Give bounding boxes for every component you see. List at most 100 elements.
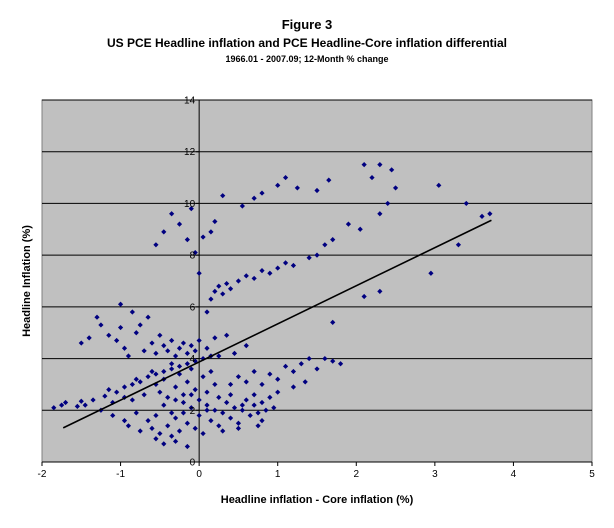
data-point xyxy=(153,436,159,442)
data-point xyxy=(184,361,190,367)
data-point xyxy=(436,182,442,188)
data-point xyxy=(208,296,214,302)
data-point xyxy=(133,330,139,336)
data-point xyxy=(314,187,320,194)
data-point xyxy=(208,368,214,375)
data-point xyxy=(78,398,84,404)
data-point xyxy=(243,379,249,385)
data-point xyxy=(145,314,151,320)
data-point xyxy=(377,162,383,168)
data-point xyxy=(86,335,92,341)
data-point xyxy=(243,343,249,349)
data-point xyxy=(145,374,151,380)
data-point xyxy=(212,288,218,294)
data-point xyxy=(204,345,210,351)
data-point xyxy=(389,167,395,173)
data-point xyxy=(322,355,328,362)
data-point xyxy=(184,350,190,356)
data-point xyxy=(282,174,289,181)
data-point xyxy=(361,293,367,300)
data-point xyxy=(306,355,312,362)
data-point xyxy=(267,394,273,400)
data-point xyxy=(224,332,230,338)
data-point xyxy=(188,206,194,212)
data-point xyxy=(110,412,116,419)
data-point xyxy=(259,399,265,406)
data-point xyxy=(455,242,462,248)
data-point xyxy=(337,361,344,367)
data-point xyxy=(239,402,245,408)
data-point xyxy=(161,441,167,447)
data-point xyxy=(227,415,234,421)
y-tick-label: 0 xyxy=(190,458,196,469)
data-point xyxy=(212,335,218,341)
data-point xyxy=(361,162,367,168)
data-point xyxy=(263,407,269,413)
data-point xyxy=(463,200,469,207)
x-tick-label: 5 xyxy=(589,469,595,480)
y-tick-label: 14 xyxy=(184,96,196,107)
data-point xyxy=(82,402,88,408)
data-point xyxy=(188,343,194,349)
x-tick-label: 1 xyxy=(275,469,281,480)
data-point xyxy=(153,242,159,248)
data-point xyxy=(377,211,383,217)
data-point xyxy=(172,384,179,390)
trend-line xyxy=(62,219,492,429)
data-point xyxy=(141,392,147,398)
data-point xyxy=(330,358,336,364)
data-point xyxy=(153,350,159,356)
data-point xyxy=(192,249,198,256)
data-point xyxy=(216,283,222,289)
data-point xyxy=(149,425,155,431)
data-point xyxy=(196,397,202,403)
data-point xyxy=(180,392,187,398)
x-tick-label: -1 xyxy=(116,469,125,480)
data-point xyxy=(251,195,257,201)
data-point xyxy=(176,221,183,227)
data-point xyxy=(212,381,218,388)
data-point xyxy=(208,229,214,235)
data-point xyxy=(169,433,175,439)
data-point xyxy=(200,374,206,380)
data-point xyxy=(243,397,249,403)
data-point xyxy=(251,368,257,375)
data-point xyxy=(188,366,194,372)
data-point xyxy=(184,443,190,450)
data-point xyxy=(157,430,163,437)
data-point xyxy=(114,337,120,344)
data-point xyxy=(282,363,289,369)
x-tick-labels: -2 -1 0 1 2 3 4 5 xyxy=(38,469,596,480)
data-point xyxy=(271,405,277,411)
data-point xyxy=(169,211,175,217)
data-point xyxy=(137,322,143,328)
data-point xyxy=(275,376,281,382)
data-point xyxy=(121,345,128,351)
data-point xyxy=(251,275,257,282)
data-point xyxy=(220,410,226,416)
data-point xyxy=(302,379,308,385)
data-point xyxy=(298,361,304,367)
data-point xyxy=(235,374,242,380)
data-point xyxy=(231,350,238,356)
data-point xyxy=(212,218,218,225)
data-point xyxy=(149,368,155,375)
data-point xyxy=(282,260,289,266)
data-point xyxy=(208,418,214,424)
data-point xyxy=(224,399,230,406)
data-point xyxy=(106,387,112,393)
data-point xyxy=(125,423,132,429)
data-point xyxy=(231,405,238,411)
data-point xyxy=(192,387,198,393)
data-point xyxy=(121,384,128,390)
chart-subtitle-range: 1966.01 - 2007.09; 12-Month % change xyxy=(225,54,389,64)
data-point xyxy=(117,324,124,331)
data-point xyxy=(117,301,124,307)
data-point xyxy=(192,425,198,431)
data-point xyxy=(275,389,281,395)
data-point xyxy=(200,430,206,437)
data-point xyxy=(377,288,383,294)
data-point xyxy=(149,340,155,346)
data-point xyxy=(161,402,167,408)
